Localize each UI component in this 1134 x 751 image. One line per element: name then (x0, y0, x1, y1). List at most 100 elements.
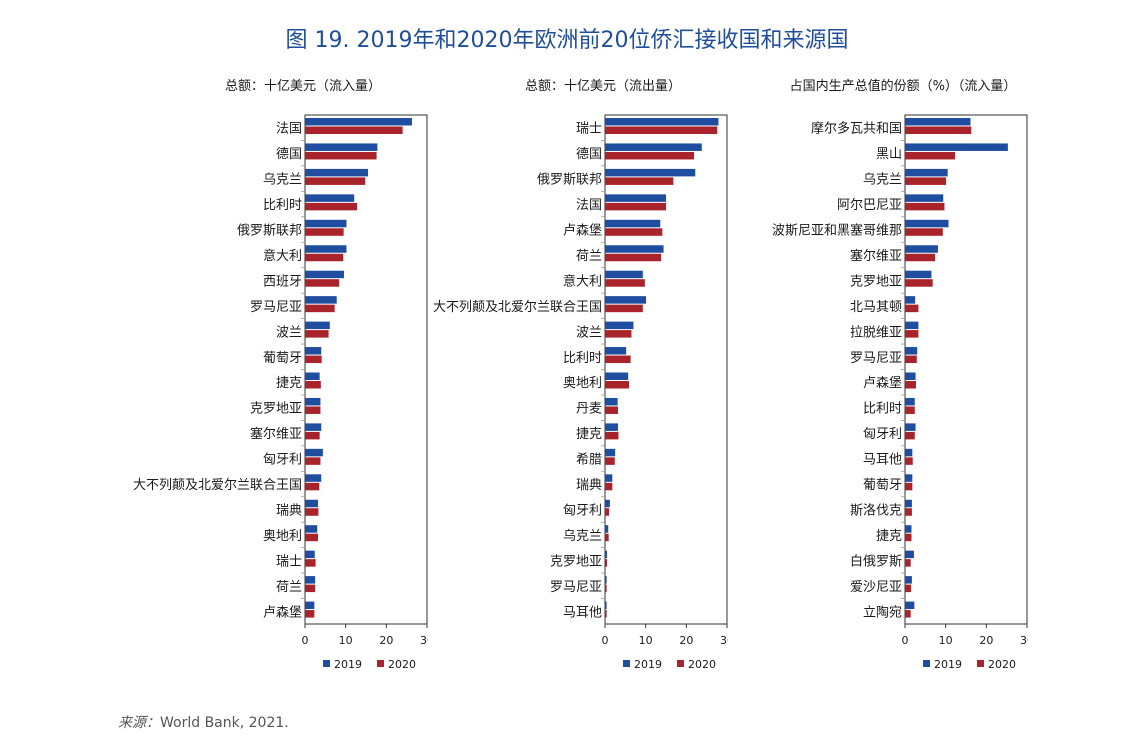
bar-2019 (605, 270, 643, 279)
bar-2020 (905, 355, 917, 364)
bar-2019 (905, 550, 914, 559)
chart-svg: 总额：十亿美元（流出量） 瑞士德国俄罗斯联邦法国卢森堡荷兰意大利大不列颠及北爱尔兰… (433, 79, 728, 671)
category-label: 白俄罗斯 (850, 553, 902, 569)
x-tick-label: 0 (602, 634, 609, 647)
x-tick-label: 10 (639, 634, 653, 647)
category-label: 比利时 (263, 198, 302, 213)
unit-label: 占国内生产总值的份额（%）（流入量） (790, 78, 1017, 94)
category-label: 匈牙利 (563, 503, 602, 518)
bar-2020 (305, 610, 315, 618)
category-label: 法国 (576, 198, 602, 213)
bar-2020 (305, 228, 344, 236)
bar-2020 (905, 279, 933, 287)
category-label: 德国 (576, 147, 602, 162)
category-label: 波兰 (276, 325, 302, 340)
bar-2020 (605, 431, 619, 440)
bar-2019 (305, 194, 355, 202)
bar-2019 (905, 397, 915, 406)
bar-2020 (605, 126, 718, 134)
bar-2020 (905, 253, 936, 262)
plot-frame (904, 114, 1028, 625)
bar-2020 (605, 279, 645, 287)
category-label: 拉脱维亚 (850, 325, 902, 340)
bar-2019 (605, 550, 608, 559)
bar-2019 (905, 168, 948, 177)
bar-2020 (305, 151, 377, 160)
category-label: 黑山 (876, 147, 902, 162)
bar-2020 (905, 381, 916, 389)
legend-label: 2020 (388, 658, 416, 671)
plot-frame (304, 114, 428, 625)
category-label: 罗马尼亚 (550, 580, 602, 595)
category-label: 克罗地亚 (250, 402, 302, 417)
bar-2019 (905, 499, 912, 508)
category-label: 马耳他 (563, 605, 602, 620)
chart-svg: 占国内生产总值的份额（%）（流入量） 摩尔多瓦共和国黑山乌克兰阿尔巴尼亚波斯尼亚和… (772, 78, 1028, 671)
bar-2020 (305, 533, 319, 542)
category-label: 丹麦 (576, 402, 602, 417)
chart-panel-outflow-usd: 总额：十亿美元（流出量） 瑞士 德国 俄罗斯联邦 法国 卢森堡 荷兰 意大利 大不列颠及北爱尔兰… (428, 70, 728, 690)
bar-2019 (305, 499, 319, 508)
bar-2019 (305, 525, 318, 533)
category-label: 荷兰 (576, 249, 602, 264)
x-tick-label: 0 (302, 634, 309, 647)
category-label: 大不列颠及北爱尔兰联合王国 (433, 300, 602, 315)
bar-2020 (905, 151, 956, 160)
bar-2019 (905, 525, 912, 533)
x-tick-label: 20 (979, 634, 993, 647)
bar-2020 (305, 584, 316, 593)
category-label: 罗马尼亚 (250, 300, 302, 315)
category-label: 捷克 (876, 529, 902, 544)
category-label: 瑞士 (276, 554, 302, 569)
bar-2020 (305, 304, 335, 313)
category-label: 卢森堡 (863, 375, 902, 391)
bar-2019 (605, 576, 607, 584)
bar-2020 (905, 508, 912, 516)
bar-2020 (305, 431, 320, 440)
bar-2020 (305, 330, 329, 338)
bar-2020 (305, 355, 322, 364)
bar-2019 (905, 601, 915, 610)
category-label: 马耳他 (863, 453, 902, 468)
bar-2019 (605, 397, 618, 406)
bar-2020 (905, 457, 913, 465)
bar-2019 (305, 143, 378, 151)
bar-2019 (305, 245, 347, 253)
bar-2019 (605, 118, 719, 126)
bar-2019 (905, 245, 938, 253)
x-tick-label: 30 (720, 634, 728, 647)
x-tick-label: 10 (339, 634, 353, 647)
bar-2020 (905, 533, 912, 542)
bar-2019 (605, 347, 627, 355)
category-label: 罗马尼亚 (850, 351, 902, 366)
category-label: 波斯尼亚和黑塞哥维那 (772, 223, 902, 239)
unit-label: 总额：十亿美元（流入量） (225, 79, 381, 94)
bar-2019 (305, 219, 347, 228)
bar-2020 (305, 406, 321, 414)
bar-2020 (305, 177, 366, 185)
category-label: 西班牙 (263, 274, 302, 289)
x-tick-label: 20 (379, 634, 393, 647)
bar-2020 (605, 406, 619, 414)
chart-panel-inflow-usd: 总额：十亿美元（流入量） 法国 德国 乌克兰 比利时 俄罗斯联邦 意大利 西班牙 罗马尼亚 波兰葡… (128, 70, 428, 690)
bar-2020 (605, 457, 615, 465)
bar-2019 (905, 270, 932, 279)
legend-swatch (623, 660, 630, 667)
bar-2019 (605, 143, 702, 151)
bar-2020 (605, 559, 608, 567)
bar-2019 (905, 347, 918, 355)
bar-2020 (605, 151, 695, 160)
source-note: 来源：World Bank, 2021. (118, 712, 289, 732)
figure-title: 图 19. 2019年和2020年欧洲前20位侨汇接收国和来源国 (285, 28, 849, 53)
bar-2019 (605, 474, 613, 482)
bar-2020 (905, 228, 943, 236)
category-label: 奥地利 (263, 529, 302, 544)
category-label: 大不列颠及北爱尔兰联合王国 (133, 478, 302, 493)
bar-2020 (605, 584, 607, 593)
bar-2019 (605, 321, 634, 330)
source-label: 来源： (118, 715, 160, 731)
bar-2020 (305, 381, 321, 389)
category-label: 瑞典 (276, 503, 302, 518)
bar-2019 (605, 219, 661, 228)
chart-panel-inflow-gdp: 占国内生产总值的份额（%）（流入量） 摩尔多瓦共和国 黑山 乌克兰 阿尔巴尼亚 波斯尼亚和… (728, 70, 1028, 690)
